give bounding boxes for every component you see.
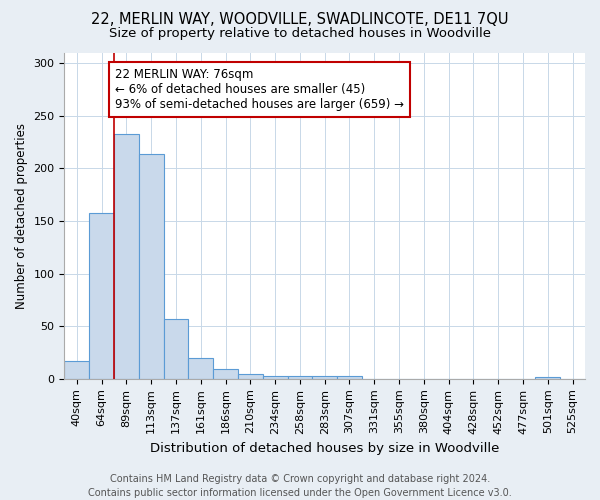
Bar <box>64 361 89 379</box>
Bar <box>188 358 213 379</box>
Bar <box>238 374 263 379</box>
Bar <box>139 154 164 379</box>
Text: Contains HM Land Registry data © Crown copyright and database right 2024.
Contai: Contains HM Land Registry data © Crown c… <box>88 474 512 498</box>
Bar <box>337 376 362 379</box>
Bar <box>114 134 139 379</box>
Y-axis label: Number of detached properties: Number of detached properties <box>15 122 28 308</box>
Bar <box>313 376 337 379</box>
Bar <box>535 376 560 379</box>
Text: 22 MERLIN WAY: 76sqm
← 6% of detached houses are smaller (45)
93% of semi-detach: 22 MERLIN WAY: 76sqm ← 6% of detached ho… <box>115 68 404 112</box>
Text: Size of property relative to detached houses in Woodville: Size of property relative to detached ho… <box>109 28 491 40</box>
Bar <box>263 376 287 379</box>
Text: 22, MERLIN WAY, WOODVILLE, SWADLINCOTE, DE11 7QU: 22, MERLIN WAY, WOODVILLE, SWADLINCOTE, … <box>91 12 509 28</box>
Bar <box>164 319 188 379</box>
X-axis label: Distribution of detached houses by size in Woodville: Distribution of detached houses by size … <box>150 442 499 455</box>
Bar <box>213 370 238 379</box>
Bar <box>287 376 313 379</box>
Bar <box>89 212 114 379</box>
